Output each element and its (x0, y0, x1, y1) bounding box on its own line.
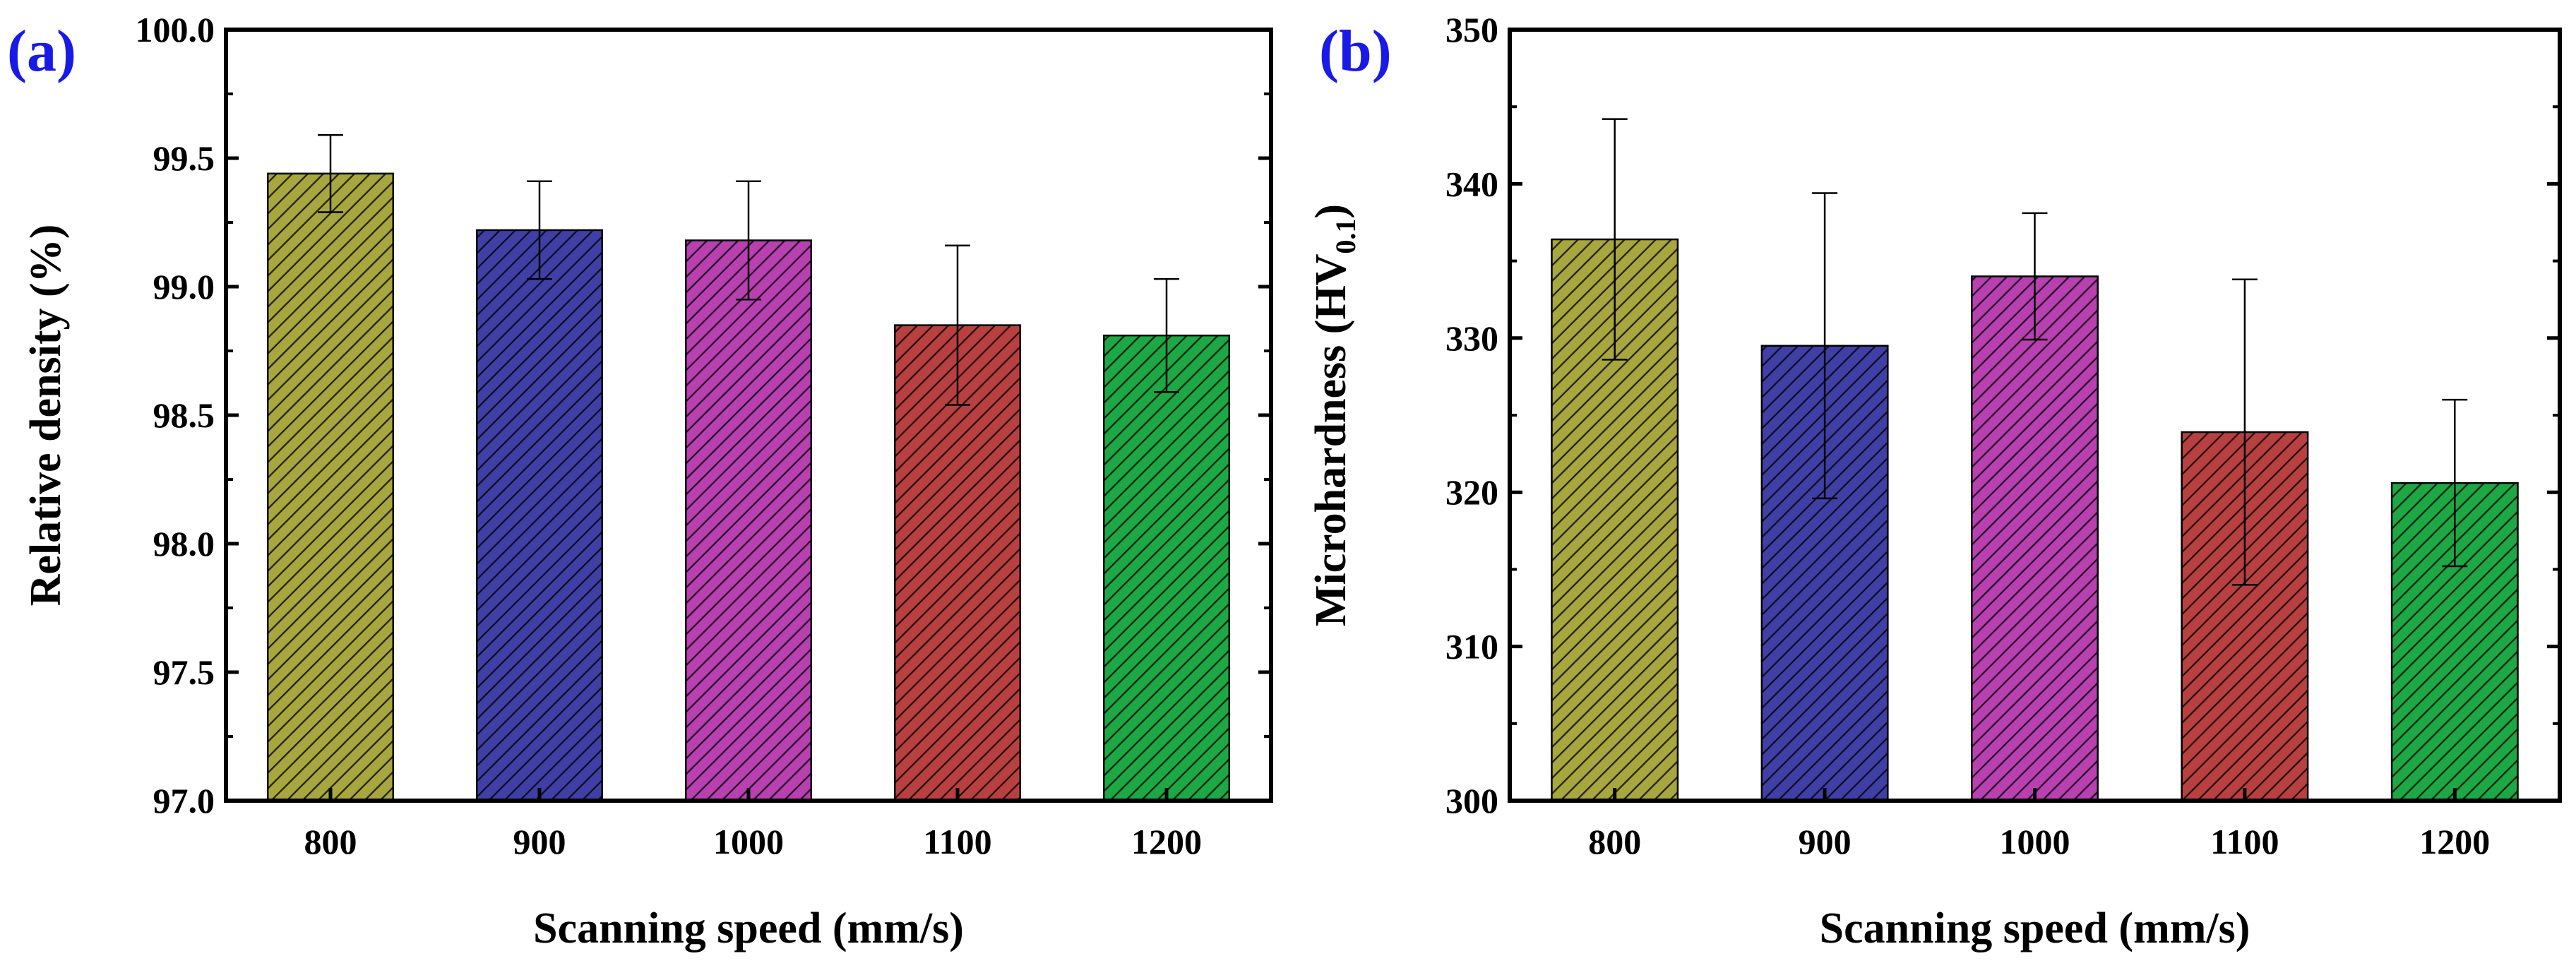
y-tick-label: 99.0 (153, 267, 215, 306)
panel-a-y-ticks: 97.0 97.5 98.0 98.5 99.0 99.5 100.0 (136, 10, 1271, 820)
x-tick-label: 800 (1588, 822, 1641, 861)
x-tick-label: 1200 (2419, 822, 2490, 861)
y-tick-label: 300 (1445, 781, 1498, 820)
y-tick-label: 97.5 (153, 652, 215, 692)
panel-a-y-axis-title: Relative density (%) (22, 225, 70, 607)
panel-a-plot-frame (224, 28, 1273, 803)
x-tick-label: 1000 (713, 822, 784, 861)
x-tick-label: 900 (513, 822, 566, 861)
y-tick-label: 100.0 (136, 10, 215, 49)
panel-b-label: (b) (1319, 18, 1392, 84)
y-tick-label: 310 (1445, 627, 1498, 667)
panel-b-plot-frame (1508, 28, 2562, 803)
panel-b-y-axis-title-sub: 0.1 (1330, 219, 1361, 254)
panel-b-y-axis-title-main: Microhardness (HV (1307, 253, 1355, 626)
y-tick-label: 330 (1445, 318, 1498, 358)
bar-hatch-800 (268, 173, 393, 801)
panel-b-x-axis-title: Scanning speed (mm/s) (1820, 904, 2250, 952)
x-tick-label: 1000 (2000, 822, 2070, 861)
panel-b-y-axis-title-close: ) (1307, 204, 1355, 219)
bar-hatch-1000 (1972, 276, 2098, 801)
x-tick-label: 1100 (923, 822, 991, 861)
panel-b-y-axis-title: Microhardness (HV0.1) (1307, 204, 1361, 626)
x-tick-label: 1200 (1131, 822, 1202, 861)
x-tick-label: 800 (304, 822, 357, 861)
bar-hatch-1200 (1104, 335, 1229, 801)
panel-b-x-ticks: 800 900 1000 1100 1200 (1588, 788, 2490, 861)
y-tick-label: 97.0 (153, 781, 215, 820)
panel-a-label: (a) (7, 18, 76, 84)
y-tick-label: 98.5 (153, 395, 215, 435)
panel-a-x-axis-title: Scanning speed (mm/s) (533, 904, 964, 952)
y-tick-label: 340 (1445, 164, 1498, 203)
bar-hatch-900 (477, 229, 602, 801)
panel-b-chart: (b) 300 310 320 330 340 350 800 900 1000 1100 120… (1307, 10, 2562, 952)
panel-a-x-ticks: 800 900 1000 1100 1200 (304, 788, 1202, 861)
bar-hatch-1000 (686, 240, 811, 801)
panel-a-chart: (a) 97.0 97.5 98.0 98.5 99.0 99.5 100.0 800 900… (7, 10, 1273, 952)
y-tick-label: 350 (1445, 10, 1498, 49)
panel-b-bars (1551, 118, 2519, 802)
panel-a-bars (266, 133, 1231, 802)
y-tick-label: 98.0 (153, 524, 215, 563)
x-tick-label: 900 (1799, 822, 1852, 861)
y-tick-label: 99.5 (153, 138, 215, 178)
x-tick-label: 1100 (2210, 822, 2279, 861)
y-tick-label: 320 (1445, 472, 1498, 512)
